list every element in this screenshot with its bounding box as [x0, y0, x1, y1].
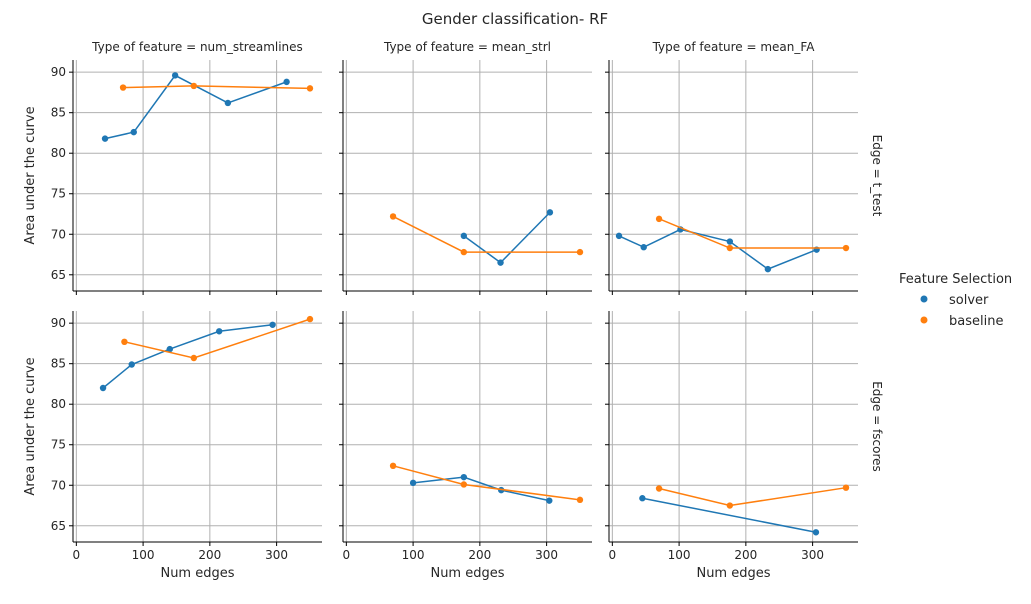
legend-title: Feature Selection [899, 272, 1012, 287]
x-tick-label: 200 [468, 548, 491, 562]
panel-title: Type of feature = num_streamlines [91, 40, 303, 54]
data-point-solver [764, 265, 772, 273]
x-tick-label: 200 [198, 548, 221, 562]
y-axis-label: Area under the curve [23, 357, 38, 495]
x-tick-label: 0 [609, 548, 617, 562]
data-point-baseline [190, 82, 198, 90]
legend-marker-baseline [920, 316, 928, 324]
data-point-baseline [842, 484, 850, 491]
data-point-solver [460, 473, 468, 481]
data-point-solver [215, 328, 223, 335]
x-tick-label: 0 [73, 548, 81, 562]
y-tick-label: 80 [51, 397, 66, 411]
y-axis-label: Area under the curve [23, 106, 38, 244]
x-tick-label: 200 [734, 548, 757, 562]
row-label: Edge = t_test [870, 135, 884, 217]
data-point-baseline [306, 85, 314, 92]
panel-title: Type of feature = mean_strl [383, 40, 551, 54]
data-point-baseline [726, 502, 734, 509]
series-line-solver [413, 476, 550, 502]
data-point-solver [546, 209, 554, 216]
data-point-solver [128, 361, 135, 368]
series-line-baseline [123, 85, 310, 90]
x-axis-label: Num edges [696, 566, 770, 581]
series-line-solver [618, 228, 817, 270]
x-axis-label: Num edges [160, 566, 234, 581]
y-tick-label: 75 [51, 187, 66, 201]
y-tick-label: 70 [51, 478, 66, 492]
row-label: Edge = fscores [870, 381, 884, 472]
x-tick-label: 100 [668, 548, 691, 562]
y-tick-label: 70 [51, 227, 66, 241]
x-tick-label: 100 [402, 548, 425, 562]
x-tick-label: 0 [343, 548, 351, 562]
data-point-solver [171, 72, 179, 79]
x-tick-label: 100 [132, 548, 155, 562]
y-tick-label: 90 [51, 316, 66, 330]
series-line-solver [463, 211, 551, 264]
series-line-baseline [392, 465, 581, 501]
data-point-baseline [726, 244, 734, 252]
chart-title: Gender classification- RF [422, 10, 608, 28]
y-tick-label: 85 [51, 106, 66, 120]
data-point-baseline [655, 215, 663, 223]
data-point-solver [615, 232, 623, 240]
data-point-baseline [460, 481, 468, 488]
legend-label-solver: solver [949, 293, 989, 308]
y-tick-label: 80 [51, 146, 66, 160]
data-point-solver [130, 128, 137, 136]
data-point-solver [409, 479, 417, 487]
data-point-solver [269, 321, 276, 328]
data-point-baseline [576, 248, 584, 256]
y-tick-label: 85 [51, 357, 66, 371]
data-point-solver [166, 345, 173, 353]
x-tick-label: 300 [801, 548, 824, 562]
data-point-solver [460, 232, 468, 240]
data-point-solver [812, 529, 820, 536]
panel-title: Type of feature = mean_FA [652, 40, 816, 54]
legend-marker-solver [920, 295, 928, 303]
data-point-solver [497, 259, 504, 266]
data-point-solver [726, 238, 734, 245]
data-point-solver [639, 495, 646, 502]
series-line-baseline [658, 486, 847, 507]
data-point-baseline [389, 213, 397, 220]
data-point-solver [99, 384, 107, 392]
data-point-solver [546, 497, 553, 504]
data-point-baseline [389, 462, 397, 470]
y-tick-label: 65 [51, 519, 66, 533]
data-point-baseline [460, 248, 468, 256]
series-line-baseline [658, 218, 846, 249]
series-line-solver [642, 497, 817, 534]
data-point-baseline [576, 496, 584, 504]
y-tick-label: 75 [51, 438, 66, 452]
data-point-baseline [119, 84, 127, 91]
data-point-baseline [842, 244, 850, 252]
data-point-baseline [121, 338, 128, 345]
legend-label-baseline: baseline [949, 314, 1003, 329]
data-point-baseline [306, 315, 314, 323]
y-tick-label: 65 [51, 268, 66, 282]
data-point-baseline [190, 354, 198, 362]
data-point-solver [101, 135, 109, 142]
data-point-baseline [655, 485, 663, 492]
series-line-baseline [124, 318, 311, 359]
x-tick-label: 300 [265, 548, 288, 562]
x-axis-label: Num edges [430, 566, 504, 581]
y-tick-label: 90 [51, 65, 66, 79]
data-point-solver [283, 78, 290, 86]
x-tick-label: 300 [535, 548, 558, 562]
data-point-solver [224, 99, 232, 107]
data-point-solver [640, 244, 647, 251]
